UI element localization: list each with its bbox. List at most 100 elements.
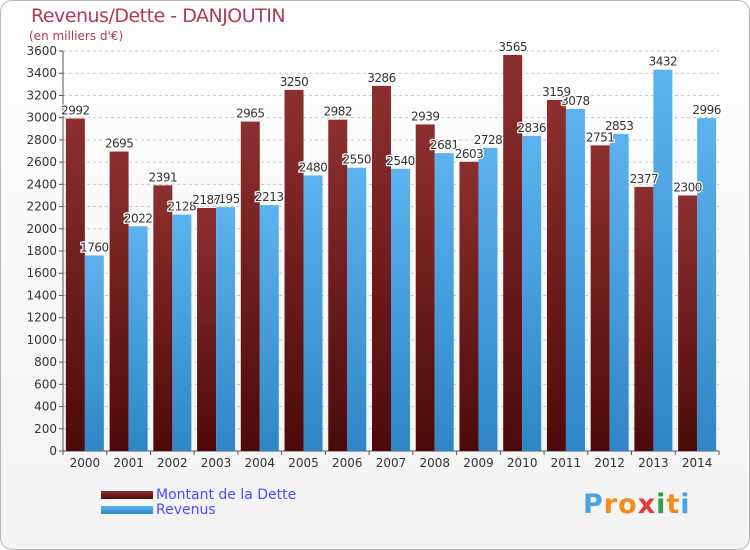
bar-dette bbox=[109, 151, 129, 452]
y-tick-label: 600 bbox=[34, 377, 57, 391]
y-tick-label: 1600 bbox=[26, 266, 57, 280]
y-tick-label: 1200 bbox=[26, 311, 57, 325]
x-tick-label: 2004 bbox=[245, 456, 276, 470]
data-label: 2300 bbox=[673, 180, 702, 194]
data-label: 2480 bbox=[299, 160, 328, 174]
bar-revenus bbox=[697, 118, 717, 451]
y-tick-label: 1000 bbox=[26, 333, 57, 347]
x-tick-label: 2001 bbox=[113, 456, 144, 470]
data-label: 2213 bbox=[255, 190, 284, 204]
y-tick-label: 3400 bbox=[26, 66, 57, 80]
legend: Montant de la Dette Revenus bbox=[101, 486, 297, 518]
data-label: 1760 bbox=[80, 240, 109, 254]
x-tick-label: 2010 bbox=[507, 456, 538, 470]
y-tick-label: 2200 bbox=[26, 200, 57, 214]
data-label: 3565 bbox=[498, 40, 527, 54]
bar-revenus bbox=[478, 147, 498, 451]
data-label: 2377 bbox=[630, 172, 659, 186]
bar-revenus bbox=[128, 226, 148, 451]
logo-letter: i bbox=[680, 489, 691, 520]
x-tick-label: 2003 bbox=[201, 456, 232, 470]
bar-revenus bbox=[434, 153, 454, 451]
logo-letter: P bbox=[583, 489, 604, 520]
data-label: 2992 bbox=[61, 104, 90, 118]
chart-title: Revenus/Dette - DANJOUTIN bbox=[31, 5, 286, 27]
data-label: 2391 bbox=[149, 170, 178, 184]
bar-dette bbox=[503, 54, 523, 452]
bar-revenus bbox=[391, 168, 410, 451]
bar-dette bbox=[197, 208, 217, 451]
y-tick-label: 3000 bbox=[26, 111, 57, 125]
bar-dette bbox=[546, 100, 566, 451]
data-label: 2853 bbox=[605, 119, 634, 133]
x-tick-label: 2009 bbox=[463, 456, 494, 470]
chart-subtitle: (en milliers d'€) bbox=[29, 29, 124, 43]
data-label: 2728 bbox=[474, 133, 503, 147]
logo-letter: i bbox=[656, 489, 667, 520]
y-tick-label: 2000 bbox=[26, 222, 57, 236]
data-label: 2695 bbox=[105, 137, 134, 151]
bar-revenus bbox=[565, 109, 585, 451]
x-tick-label: 2012 bbox=[594, 456, 625, 470]
data-label: 2751 bbox=[586, 130, 615, 144]
y-tick-label: 200 bbox=[34, 422, 57, 436]
data-label: 3159 bbox=[542, 85, 571, 99]
bar-dette bbox=[634, 186, 654, 451]
bar-dette bbox=[284, 89, 304, 451]
y-tick-label: 2400 bbox=[26, 177, 57, 191]
y-tick-label: 0 bbox=[49, 444, 57, 458]
legend-swatch-revenus bbox=[101, 505, 153, 514]
proxiti-logo: Proxiti bbox=[583, 489, 691, 520]
y-tick-label: 1400 bbox=[26, 288, 57, 302]
data-label: 3250 bbox=[280, 75, 309, 89]
bar-dette bbox=[328, 119, 348, 452]
bar-revenus bbox=[172, 214, 192, 451]
data-label: 2540 bbox=[386, 154, 415, 168]
data-label: 2550 bbox=[342, 153, 371, 167]
bar-revenus bbox=[653, 69, 673, 452]
y-tick-label: 800 bbox=[34, 355, 57, 369]
bar-dette bbox=[415, 124, 435, 451]
x-tick-label: 2008 bbox=[419, 456, 450, 470]
bar-dette bbox=[65, 118, 85, 452]
data-label: 2187 bbox=[192, 193, 221, 207]
data-label: 2939 bbox=[411, 109, 440, 123]
y-tick-label: 1800 bbox=[26, 244, 57, 258]
logo-letter: x bbox=[637, 489, 657, 520]
data-label: 2681 bbox=[430, 138, 459, 152]
data-label: 3432 bbox=[649, 55, 678, 69]
data-label: 2836 bbox=[517, 121, 546, 135]
data-label: 2982 bbox=[323, 105, 352, 119]
bar-revenus bbox=[259, 205, 279, 451]
legend-item-revenus: Revenus bbox=[101, 501, 296, 518]
bar-dette bbox=[240, 121, 260, 452]
x-tick-label: 2002 bbox=[157, 456, 188, 470]
x-tick-label: 2007 bbox=[376, 456, 407, 470]
legend-item-dette: Montant de la Dette bbox=[101, 486, 297, 503]
bar-dette bbox=[590, 145, 610, 452]
bar-revenus bbox=[609, 134, 629, 451]
bar-revenus bbox=[84, 255, 104, 451]
y-tick-label: 2600 bbox=[26, 155, 57, 169]
y-tick-label: 2800 bbox=[26, 133, 57, 147]
bar-revenus bbox=[216, 207, 236, 451]
bar-revenus bbox=[303, 175, 323, 451]
bar-dette bbox=[459, 161, 479, 451]
x-tick-label: 2011 bbox=[551, 456, 582, 470]
logo-letter: o bbox=[618, 489, 638, 520]
legend-swatch-dette bbox=[101, 490, 153, 499]
data-label: 3078 bbox=[561, 94, 590, 108]
data-label: 3286 bbox=[367, 71, 396, 85]
legend-label-revenus: Revenus bbox=[156, 501, 216, 518]
data-label: 2965 bbox=[236, 107, 265, 121]
bar-revenus bbox=[347, 167, 367, 451]
data-label: 2603 bbox=[455, 147, 484, 161]
x-tick-label: 2005 bbox=[288, 456, 319, 470]
logo-letter: r bbox=[603, 489, 619, 520]
legend-label-dette: Montant de la Dette bbox=[156, 486, 297, 503]
data-label: 2996 bbox=[692, 103, 721, 117]
y-tick-label: 400 bbox=[34, 400, 57, 414]
x-tick-label: 2006 bbox=[332, 456, 363, 470]
data-label: 2022 bbox=[124, 211, 153, 225]
